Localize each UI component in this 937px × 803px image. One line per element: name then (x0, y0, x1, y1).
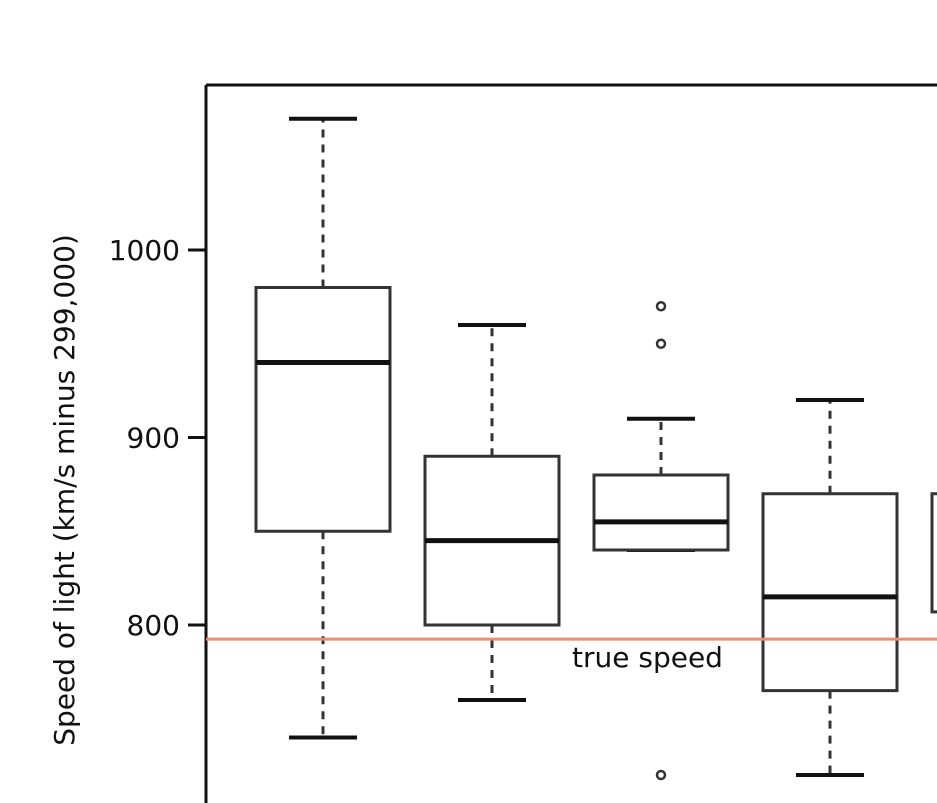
y-axis-ticks: 800 900 1000 (109, 234, 206, 642)
plot-area (204, 83, 937, 803)
true-speed-label: true speed (572, 641, 723, 674)
outlier-3-2 (655, 338, 667, 349)
box-group-3 (592, 301, 730, 781)
box-group-2 (423, 323, 561, 702)
outlier-3-3 (655, 769, 667, 781)
reference-line-group: true speed (206, 637, 937, 674)
box-group-1 (254, 116, 392, 740)
box-4 (761, 492, 899, 693)
y-tick-label-900: 900 (127, 422, 180, 455)
outlier-3-1 (655, 301, 667, 312)
y-axis-label: Speed of light (km/s minus 299,000) (48, 234, 81, 746)
y-tick-label-1000: 1000 (109, 234, 180, 267)
box-3 (592, 473, 730, 552)
box-1 (254, 286, 392, 533)
box-group-5 (930, 492, 937, 614)
y-tick-label-800: 800 (127, 609, 180, 642)
boxes (254, 116, 937, 781)
box-5 (930, 492, 937, 614)
box-group-4 (761, 398, 899, 777)
